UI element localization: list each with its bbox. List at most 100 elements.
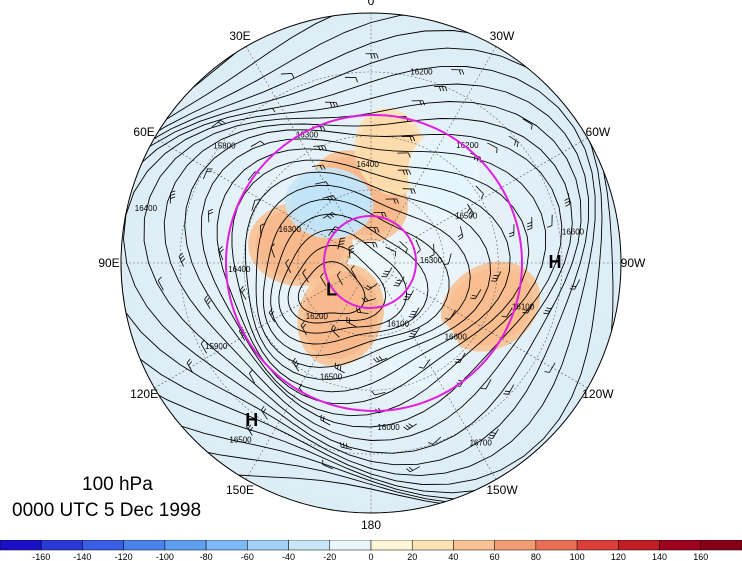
height-contour [163, 118, 573, 441]
contour-label: 16300 [420, 256, 443, 265]
wind-barb [385, 246, 396, 257]
colorbar-label: 160 [693, 552, 708, 561]
longitude-line [391, 274, 588, 389]
colorbar-box [535, 540, 578, 551]
wind-barb [204, 295, 211, 310]
height-contour [297, 261, 366, 315]
contour-label: 16200 [410, 68, 433, 77]
pressure-centers: H H L [245, 252, 561, 430]
wind-barb [322, 459, 334, 470]
wind-barb [178, 252, 186, 267]
wind-barb [466, 203, 474, 218]
wind-barb [408, 327, 420, 338]
wind-barb [373, 356, 388, 363]
contour-label: 16600 [562, 228, 585, 237]
wind-barb [490, 271, 502, 282]
contour-label: 16200 [456, 141, 479, 150]
colorbar-box [494, 540, 537, 551]
colorbar-label: -80 [200, 552, 213, 561]
polar-stereographic-map: 16300 16100 16200 16300 16400 16500 16600 16500… [98, 0, 646, 532]
longitude-label: 180 [361, 518, 381, 532]
wind-barb [501, 307, 513, 318]
wind-barb [503, 384, 515, 395]
wind-barb [508, 224, 515, 238]
wind-barb [451, 69, 465, 75]
colorbar-box [411, 540, 454, 551]
wind-barb [313, 145, 327, 151]
colorbar-label: 40 [448, 552, 458, 561]
wind-barb [250, 140, 265, 147]
colorbar-box [205, 540, 248, 551]
inner-magenta-circle [323, 215, 417, 309]
wind-barb [246, 422, 253, 436]
wind-barb [300, 321, 307, 336]
colorbar-box [659, 540, 702, 551]
wind-barb [207, 208, 214, 223]
wind-barb [355, 307, 369, 314]
longitude-label: 0 [368, 0, 375, 8]
low-pressure-marker: L [326, 279, 337, 299]
colorbar-label: -140 [73, 552, 91, 561]
wind-barb [564, 193, 571, 207]
longitude-label: 60W [586, 125, 611, 139]
height-contour [244, 171, 491, 380]
wind-barb [470, 289, 482, 300]
wind-barb [186, 358, 193, 373]
wind-barb [315, 181, 330, 186]
contour-label: 16000 [377, 423, 400, 432]
height-contour [231, 159, 511, 393]
wind-barb [397, 152, 411, 158]
colorbar-label: 80 [531, 552, 541, 561]
wind-barb [366, 226, 380, 233]
colorbar-box [700, 540, 742, 551]
wind-barb [251, 199, 260, 211]
wind-barb [202, 168, 213, 180]
contour-label: 16500 [229, 436, 252, 445]
colorbar-label: 0 [368, 552, 373, 561]
wind-barb [373, 211, 387, 218]
contour-label: 15800 [213, 141, 236, 150]
colorbar-label: -120 [115, 552, 133, 561]
height-contour [121, 47, 603, 485]
level-label: 100 hPa [82, 474, 153, 495]
colorbar-label: -40 [282, 552, 295, 561]
wind-barb [418, 359, 431, 369]
wind-barb [381, 267, 393, 278]
wind-barb [261, 107, 276, 113]
wind-barb [322, 212, 337, 219]
latitude-circles [225, 114, 523, 412]
colorbar-box [370, 540, 413, 551]
longitude-line [382, 283, 497, 480]
longitude-label: 30W [490, 29, 515, 43]
wind-barb [268, 308, 275, 323]
wind-barb [325, 101, 339, 108]
contour-label: 16100 [512, 302, 535, 311]
wind-barb [169, 190, 176, 204]
longitude-label: 120W [582, 387, 614, 401]
colorbar-box [82, 540, 124, 551]
colorbar-label: -60 [241, 552, 254, 561]
latitude-line [243, 135, 499, 391]
wind-barb [547, 214, 553, 228]
wind-barb [350, 265, 357, 280]
height-contour [123, 83, 589, 466]
wind-barb [334, 362, 345, 374]
contour-label: 16100 [387, 320, 410, 329]
wind-barb [429, 243, 435, 258]
wind-barb [408, 307, 420, 318]
wind-barb [348, 244, 355, 259]
wind-barb [285, 258, 292, 273]
wind-barb [346, 316, 357, 328]
wind-barb [385, 198, 399, 204]
colorbar-box [453, 540, 495, 551]
colorbar-label: 60 [490, 552, 500, 561]
wind-barb [364, 242, 378, 248]
longitude-label: 150E [226, 483, 254, 497]
wind-barb [415, 239, 421, 254]
wind-barb [344, 76, 358, 83]
wind-barb [211, 119, 226, 128]
wind-barb [320, 272, 327, 287]
colorbar-label: 100 [570, 552, 585, 561]
wind-barb [371, 390, 386, 396]
wind-barb [487, 428, 499, 439]
